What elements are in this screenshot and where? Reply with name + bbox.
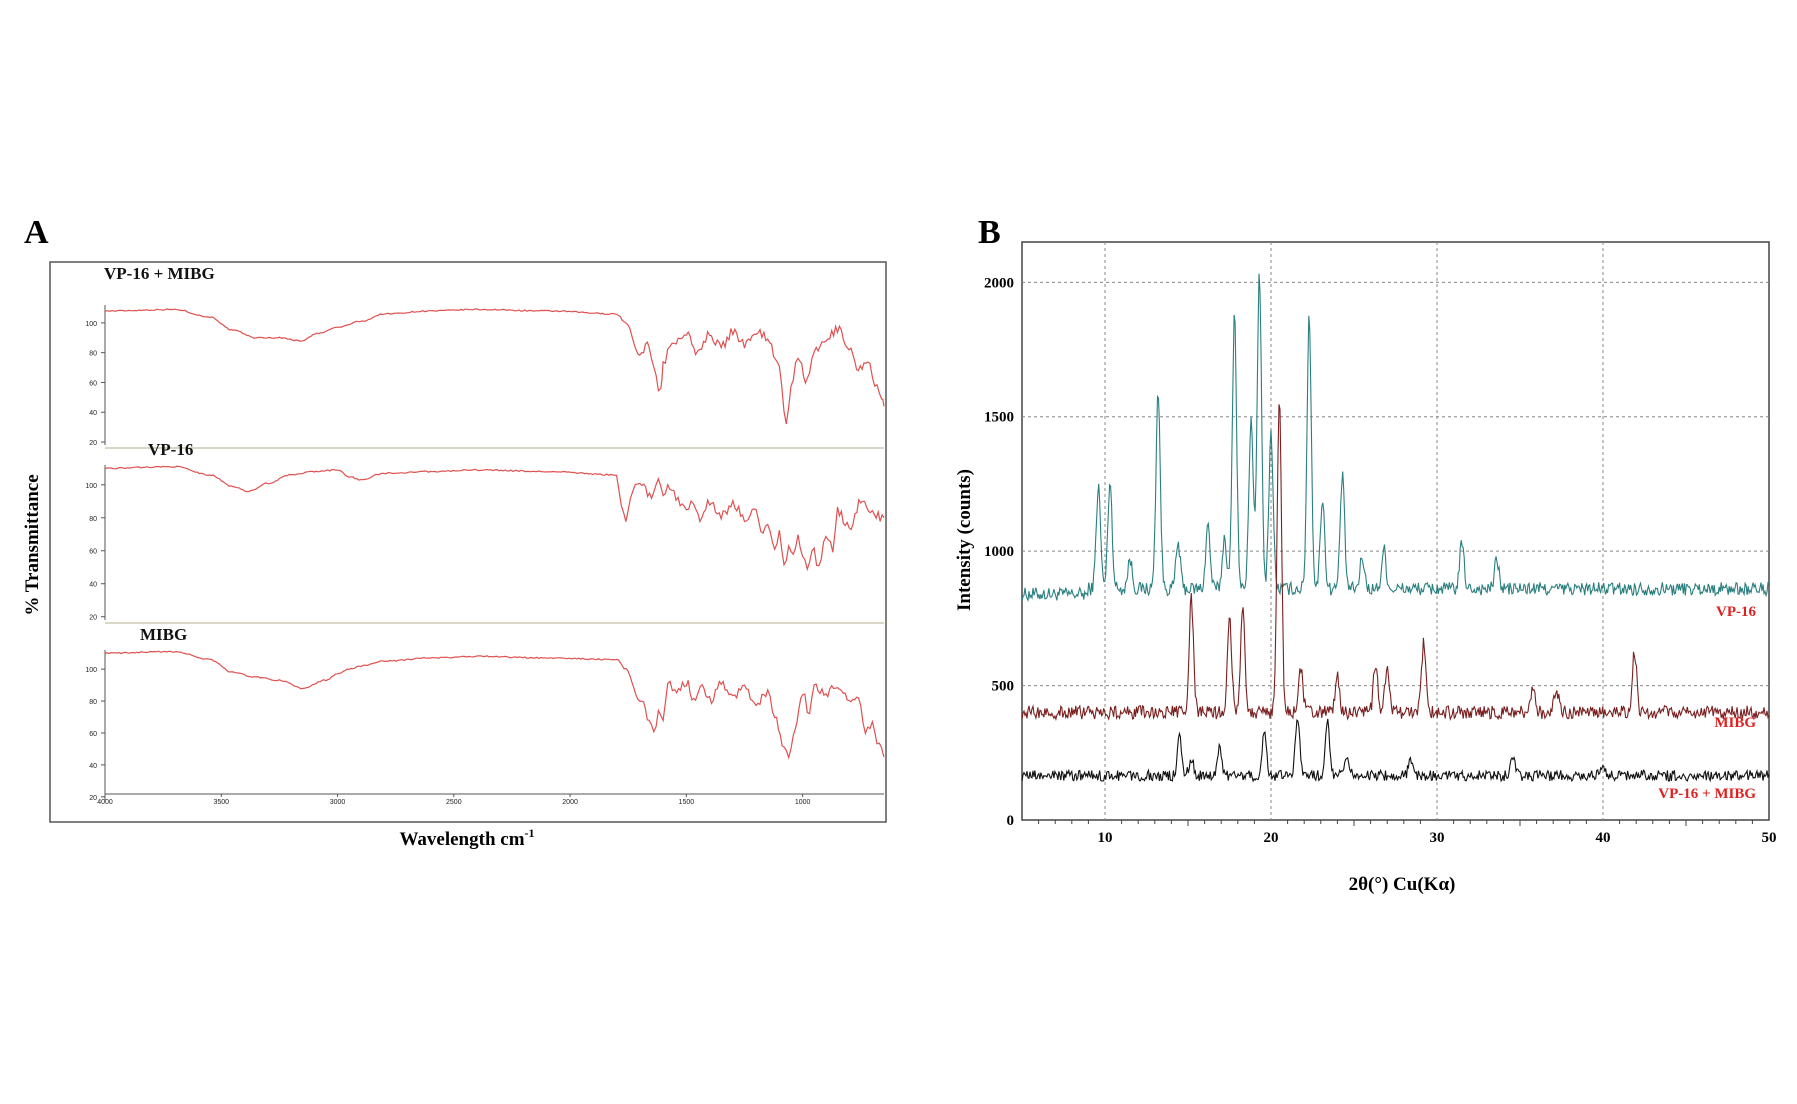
ftir-series-label-mibg: MIBG (140, 625, 187, 644)
ftir-x-tick-label: 3500 (213, 799, 229, 806)
ftir-y-tick-label: 40 (89, 763, 97, 770)
ftir-y-tick-label: 80 (89, 351, 97, 358)
ftir-y-tick-label: 60 (89, 549, 97, 556)
ftir-y-tick-label: 40 (89, 410, 97, 417)
ftir-x-tick-label: 2000 (562, 799, 578, 806)
ftir-frame (49, 261, 887, 823)
ftir-y-tick-label: 40 (89, 582, 97, 589)
ftir-y-tick-label: 20 (89, 440, 97, 447)
ftir-x-tick-label: 2500 (446, 799, 462, 806)
ftir-trace-vp-16 (104, 465, 885, 572)
ftir-x-axis-title-main: Wavelength cm (399, 829, 524, 850)
ftir-y-axis-title: % Transmittance (22, 474, 43, 615)
ftir-y-tick-label: 60 (89, 731, 97, 738)
ftir-y-tick-label: 60 (89, 380, 97, 387)
ftir-series-label-vp16-mibg: VP-16 + MIBG (104, 264, 215, 283)
ftir-y-tick-label: 100 (85, 483, 97, 490)
ftir-x-axis-title-superscript: -1 (525, 826, 535, 840)
panel-label-a: A (24, 214, 49, 251)
ftir-y-tick-label: 20 (89, 795, 97, 802)
panel-label-b: B (978, 214, 1001, 251)
ftir-trace-mibg (104, 650, 885, 760)
ftir-x-tick-label: 1000 (795, 799, 811, 806)
ftir-x-tick-label: 1500 (679, 799, 695, 806)
ftir-x-axis-title: Wavelength cm-1 (399, 826, 534, 850)
ftir-y-tick-label: 20 (89, 615, 97, 622)
ftir-y-tick-label: 80 (89, 516, 97, 523)
ftir-y-tick-label: 80 (89, 699, 97, 706)
ftir-trace-vp-16-mibg (104, 308, 885, 425)
ftir-y-tick-label: 100 (85, 321, 97, 328)
ftir-series-label-vp16: VP-16 (148, 440, 193, 459)
ftir-y-tick-label: 100 (85, 667, 97, 674)
ftir-x-tick-label: 3000 (330, 799, 346, 806)
ftir-x-tick-label: 4000 (97, 799, 113, 806)
